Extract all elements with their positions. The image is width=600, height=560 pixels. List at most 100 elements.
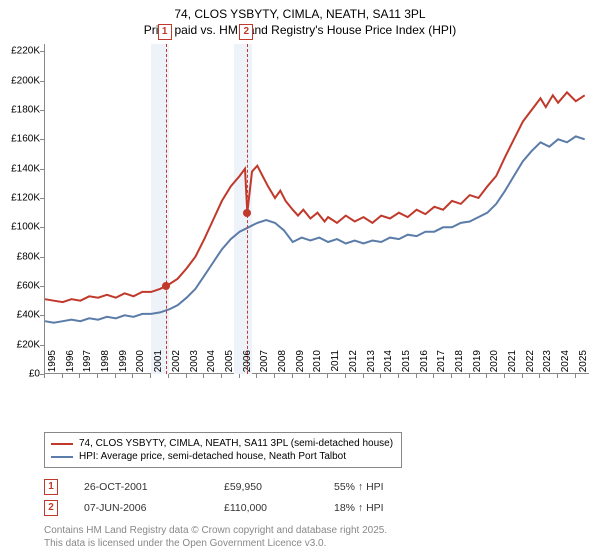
sale-dot [243, 209, 251, 217]
y-tick-label: £160K [0, 134, 40, 145]
x-tick-mark [186, 374, 187, 378]
x-tick-mark [309, 374, 310, 378]
x-tick-mark [97, 374, 98, 378]
x-tick-label: 2023 [542, 350, 553, 380]
x-tick-mark [469, 374, 470, 378]
x-tick-label: 2022 [525, 350, 536, 380]
x-tick-mark [221, 374, 222, 378]
x-tick-label: 2003 [189, 350, 200, 380]
sales-row-number: 2 [44, 500, 58, 516]
sale-marker-number: 1 [158, 24, 172, 40]
x-tick-label: 1995 [47, 350, 58, 380]
y-tick-label: £80K [0, 251, 40, 262]
y-tick-label: £120K [0, 193, 40, 204]
title-line-1: 74, CLOS YSBYTY, CIMLA, NEATH, SA11 3PL [0, 6, 600, 22]
x-tick-label: 2001 [153, 350, 164, 380]
x-tick-label: 2013 [366, 350, 377, 380]
x-tick-mark [168, 374, 169, 378]
legend-label: HPI: Average price, semi-detached house,… [79, 451, 346, 462]
sale-marker-number: 2 [239, 24, 253, 40]
x-tick-label: 2021 [507, 350, 518, 380]
sales-table: 1 26-OCT-2001£59,95055% ↑ HPI 207-JUN-2006… [44, 476, 444, 518]
x-tick-label: 2012 [348, 350, 359, 380]
x-tick-label: 2004 [206, 350, 217, 380]
x-tick-mark [539, 374, 540, 378]
plot-svg [45, 44, 590, 374]
sales-row-delta: 55% ↑ HPI [334, 481, 444, 493]
sales-row: 1 26-OCT-2001£59,95055% ↑ HPI [44, 476, 444, 497]
x-tick-mark [522, 374, 523, 378]
y-tick-label: £200K [0, 75, 40, 86]
y-tick-label: £180K [0, 105, 40, 116]
legend-row: 74, CLOS YSBYTY, CIMLA, NEATH, SA11 3PL … [51, 437, 393, 450]
x-tick-mark [380, 374, 381, 378]
y-tick-mark [40, 345, 44, 346]
footer: Contains HM Land Registry data © Crown c… [44, 524, 387, 550]
sale-marker-line [166, 44, 167, 374]
x-tick-mark [398, 374, 399, 378]
x-tick-mark [44, 374, 45, 378]
x-tick-mark [292, 374, 293, 378]
y-tick-mark [40, 139, 44, 140]
x-tick-label: 2007 [259, 350, 270, 380]
title-line-2: Price paid vs. HM Land Registry's House … [0, 22, 600, 38]
sales-row-price: £59,950 [224, 481, 334, 493]
x-tick-label: 1998 [100, 350, 111, 380]
x-tick-label: 1999 [118, 350, 129, 380]
x-tick-label: 2008 [277, 350, 288, 380]
sales-row-date: 26-OCT-2001 [84, 481, 224, 493]
x-tick-mark [115, 374, 116, 378]
x-tick-label: 2024 [560, 350, 571, 380]
series-price_paid [45, 92, 585, 302]
chart-container: 74, CLOS YSBYTY, CIMLA, NEATH, SA11 3PL … [0, 0, 600, 560]
sales-row-number: 1 [44, 479, 58, 495]
y-tick-label: £0 [0, 369, 40, 380]
x-tick-mark [345, 374, 346, 378]
x-tick-label: 2015 [401, 350, 412, 380]
x-tick-label: 2018 [454, 350, 465, 380]
plot-area [44, 44, 589, 374]
y-tick-label: £100K [0, 222, 40, 233]
y-tick-label: £220K [0, 46, 40, 57]
footer-line-1: Contains HM Land Registry data © Crown c… [44, 524, 387, 537]
x-tick-label: 2006 [242, 350, 253, 380]
x-tick-mark [575, 374, 576, 378]
sales-row-price: £110,000 [224, 502, 334, 514]
y-tick-mark [40, 81, 44, 82]
x-tick-label: 2025 [578, 350, 589, 380]
y-tick-mark [40, 198, 44, 199]
legend-swatch [51, 456, 73, 458]
x-tick-label: 2014 [383, 350, 394, 380]
y-tick-label: £140K [0, 163, 40, 174]
x-tick-label: 2005 [224, 350, 235, 380]
sale-dot [162, 282, 170, 290]
x-tick-mark [451, 374, 452, 378]
x-tick-mark [363, 374, 364, 378]
x-tick-mark [62, 374, 63, 378]
x-tick-label: 2016 [419, 350, 430, 380]
x-tick-mark [504, 374, 505, 378]
x-tick-label: 2017 [436, 350, 447, 380]
x-tick-label: 1997 [82, 350, 93, 380]
x-tick-label: 2000 [135, 350, 146, 380]
x-tick-label: 2019 [472, 350, 483, 380]
x-tick-mark [433, 374, 434, 378]
y-tick-mark [40, 286, 44, 287]
x-tick-mark [416, 374, 417, 378]
x-tick-label: 2020 [489, 350, 500, 380]
y-tick-label: £40K [0, 310, 40, 321]
x-tick-mark [79, 374, 80, 378]
x-tick-mark [274, 374, 275, 378]
x-tick-label: 2002 [171, 350, 182, 380]
chart-title-block: 74, CLOS YSBYTY, CIMLA, NEATH, SA11 3PL … [0, 0, 600, 38]
y-tick-mark [40, 315, 44, 316]
x-tick-mark [132, 374, 133, 378]
sales-row: 207-JUN-2006£110,00018% ↑ HPI [44, 497, 444, 518]
x-tick-mark [203, 374, 204, 378]
y-tick-label: £60K [0, 281, 40, 292]
x-tick-label: 2010 [312, 350, 323, 380]
sales-row-delta: 18% ↑ HPI [334, 502, 444, 514]
x-tick-mark [256, 374, 257, 378]
footer-line-2: This data is licensed under the Open Gov… [44, 537, 387, 550]
legend: 74, CLOS YSBYTY, CIMLA, NEATH, SA11 3PL … [44, 432, 402, 468]
